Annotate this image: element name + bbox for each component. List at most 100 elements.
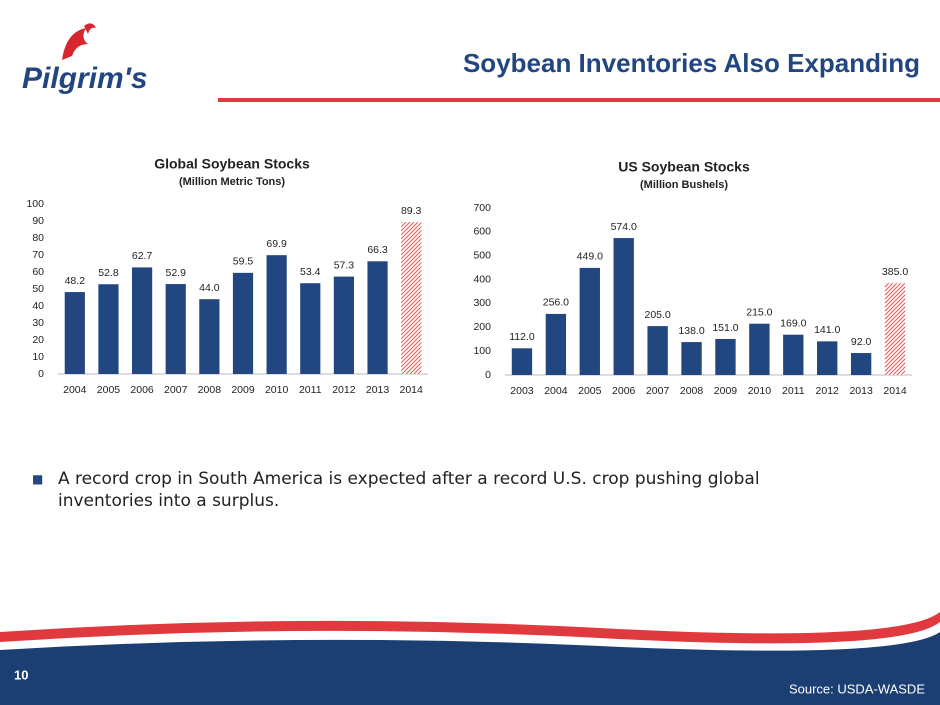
y-tick-label: 100	[473, 345, 491, 357]
chart-subtitle: (Million Metric Tons)	[179, 176, 285, 188]
x-tick-label: 2012	[816, 385, 840, 397]
value-label: 169.0	[780, 317, 806, 329]
value-label: 92.0	[851, 336, 872, 348]
y-tick-label: 400	[473, 273, 491, 285]
value-label: 449.0	[577, 251, 603, 263]
value-label: 52.8	[98, 267, 119, 279]
value-label: 59.5	[233, 256, 254, 268]
bar	[681, 342, 702, 375]
value-label: 385.0	[882, 266, 908, 278]
x-tick-label: 2009	[714, 385, 738, 397]
bar	[545, 313, 567, 375]
bar	[132, 267, 153, 374]
x-tick-label: 2011	[782, 385, 805, 397]
bar	[232, 272, 254, 374]
bar	[817, 341, 838, 375]
value-label: 44.0	[199, 282, 220, 294]
bar	[783, 334, 804, 375]
bar	[511, 348, 533, 375]
x-tick-label: 2010	[265, 384, 289, 396]
y-tick-label: 100	[26, 198, 44, 210]
slide-title: Soybean Inventories Also Expanding	[463, 48, 920, 78]
y-tick-label: 600	[473, 226, 491, 238]
value-label: 89.3	[401, 205, 422, 217]
y-tick-label: 0	[485, 369, 491, 381]
value-label: 215.0	[746, 306, 772, 318]
bullet-marker: ■	[32, 472, 44, 486]
y-tick-label: 10	[32, 351, 44, 363]
value-label: 62.7	[132, 250, 153, 262]
bar	[715, 338, 736, 375]
source: Source: USDA-WASDE	[789, 681, 925, 696]
x-tick-label: 2005	[97, 384, 121, 396]
y-tick-label: 300	[473, 297, 491, 309]
x-tick-label: 2007	[164, 384, 188, 396]
y-tick-label: 30	[32, 317, 44, 329]
x-tick-label: 2004	[63, 384, 87, 396]
footer-wave	[0, 632, 940, 705]
bullet: ■ A record crop in South America is expec…	[32, 468, 848, 512]
logo-text: Pilgrim's	[22, 62, 148, 95]
x-tick-label: 2013	[849, 385, 873, 397]
bar	[401, 222, 422, 374]
chart-title: Global Soybean Stocks	[154, 156, 310, 172]
bar	[850, 353, 872, 375]
x-tick-label: 2014	[883, 385, 907, 397]
y-tick-label: 50	[32, 283, 44, 295]
bar	[300, 283, 321, 374]
value-label: 138.0	[678, 325, 704, 337]
bar	[613, 238, 634, 375]
title-rule	[218, 98, 940, 102]
y-tick-label: 40	[32, 300, 44, 312]
x-tick-label: 2014	[400, 384, 424, 396]
x-tick-label: 2007	[646, 385, 670, 397]
bar	[647, 326, 668, 375]
y-tick-label: 700	[473, 202, 491, 214]
page-number: 10	[14, 667, 28, 682]
value-label: 52.9	[166, 267, 187, 279]
bullet-text: A record crop in South America is expect…	[58, 469, 760, 511]
bar	[749, 323, 770, 375]
bar	[367, 261, 388, 374]
x-tick-label: 2008	[680, 385, 704, 397]
bar	[333, 276, 354, 374]
x-tick-label: 2005	[578, 385, 602, 397]
bar	[266, 255, 287, 374]
y-tick-label: 0	[38, 368, 44, 380]
value-label: 66.3	[367, 244, 388, 256]
y-tick-label: 60	[32, 266, 44, 278]
bar	[884, 283, 906, 375]
x-tick-label: 2010	[748, 385, 772, 397]
y-tick-label: 70	[32, 249, 44, 261]
value-label: 256.0	[543, 297, 569, 309]
x-tick-label: 2013	[366, 384, 390, 396]
x-tick-label: 2004	[544, 385, 568, 397]
y-tick-label: 20	[32, 334, 44, 346]
y-tick-label: 500	[473, 249, 491, 261]
bar	[199, 299, 220, 374]
value-label: 205.0	[644, 309, 670, 321]
x-tick-label: 2006	[612, 385, 636, 397]
logo-mark	[62, 28, 88, 60]
x-tick-label: 2006	[130, 384, 154, 396]
x-tick-label: 2011	[299, 384, 322, 396]
x-tick-label: 2003	[510, 385, 534, 397]
x-tick-label: 2012	[332, 384, 356, 396]
value-label: 112.0	[509, 331, 535, 343]
value-label: 48.2	[65, 275, 86, 287]
bar	[579, 267, 600, 375]
bar	[64, 292, 85, 374]
y-tick-label: 200	[473, 321, 491, 333]
value-label: 151.0	[712, 322, 738, 334]
value-label: 141.0	[814, 324, 840, 336]
y-tick-label: 80	[32, 232, 44, 244]
value-label: 69.9	[266, 238, 287, 250]
chart-title: US Soybean Stocks	[618, 159, 750, 175]
x-tick-label: 2009	[231, 384, 255, 396]
bar	[165, 284, 186, 374]
value-label: 574.0	[611, 221, 637, 233]
chart-subtitle: (Million Bushels)	[640, 179, 728, 191]
y-tick-label: 90	[32, 215, 44, 227]
